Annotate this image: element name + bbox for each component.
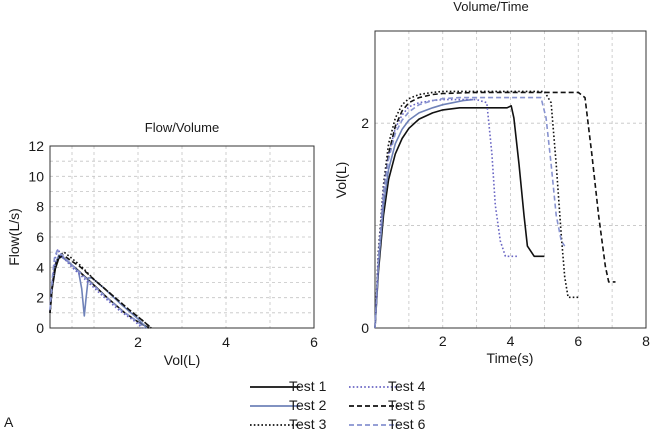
volume-time-y-axis-label: Vol(L) [333,162,349,199]
volume-time-series-test-1-line [374,105,545,329]
flow-volume-y-tick-label: 4 [36,259,44,275]
volume-time-series-test-2-line [374,98,474,329]
legend: Test 1 Test 2 Test 3 Test 4 Test 5 Test 6 [250,378,426,432]
volume-time-plot-frame [374,30,647,329]
flow-volume-y-axis-label: Flow(L/s) [6,208,22,266]
flow-volume-x-axis-label: Vol(L) [164,352,201,368]
panel-label: A [4,414,14,430]
flow-volume-y-tick-label: 12 [28,138,44,154]
legend-label-test-1: Test 1 [289,378,327,394]
volume-time-series-test-4-line [374,98,518,329]
flow-volume-x-tick-label: 4 [222,334,230,350]
volume-time-x-tick-label: 2 [439,333,447,349]
volume-time-x-axis-label: Time(s) [487,350,534,366]
volume-time-series-test-6-line [374,96,566,329]
flow-volume-x-tick-label: 2 [134,334,142,350]
flow-volume-series-test-6-line [49,249,146,329]
volume-time-title: Volume/Time [453,0,528,14]
volume-time-y-tick-label: 0 [361,320,369,336]
flow-volume-y-tick-label: 10 [28,168,44,184]
flow-volume-series-test-4-line [49,248,143,329]
legend-label-test-5: Test 5 [388,397,426,413]
flow-volume-plot-frame [49,145,315,329]
flow-volume-y-tick-label: 0 [36,320,44,336]
volume-time-x-tick-label: 8 [642,333,650,349]
flow-volume-y-tick-label: 6 [36,229,44,245]
flow-volume-x-tick-label: 6 [310,334,318,350]
legend-label-test-3: Test 3 [289,416,327,432]
legend-label-test-2: Test 2 [289,397,327,413]
flow-volume-chart: 2 4 6 0 2 4 6 8 10 12 Flow/Volume Vol(L) Flow(L/s) [6,120,318,368]
legend-label-test-4: Test 4 [388,378,426,394]
flow-volume-title: Flow/Volume [145,120,219,135]
volume-time-chart: 2 4 6 8 0 2 Volume/Time Time(s) Vol(L) [333,0,650,366]
volume-time-y-tick-label: 2 [361,115,369,131]
volume-time-x-tick-label: 4 [507,333,515,349]
legend-label-test-6: Test 6 [388,416,426,432]
volume-time-series-test-5-line [374,91,616,329]
flow-volume-y-tick-label: 2 [36,290,44,306]
flow-volume-y-tick-label: 8 [36,199,44,215]
flow-volume-series-test-5-line [49,254,152,329]
volume-time-x-tick-label: 6 [574,333,582,349]
volume-time-series-test-3-line [374,90,579,329]
